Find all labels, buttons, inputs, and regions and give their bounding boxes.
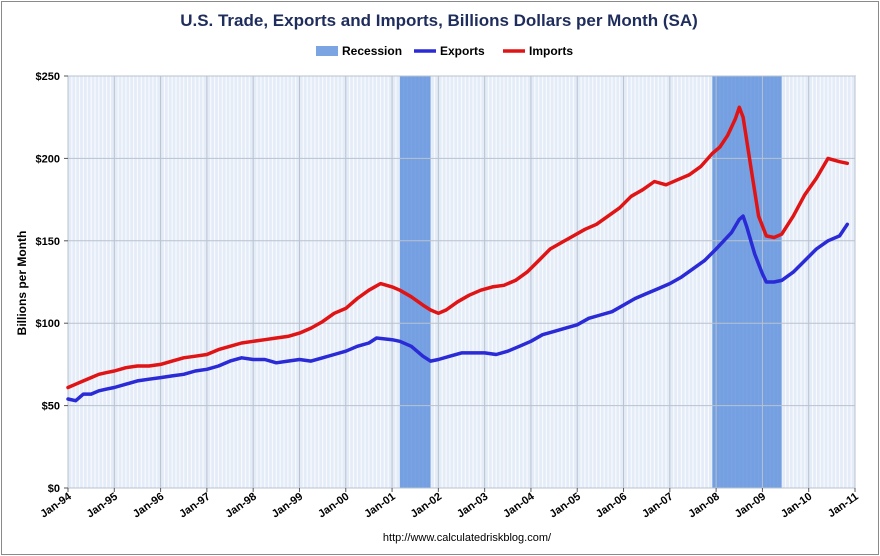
series-line-exports [66,214,850,403]
y-axis-label: Billions per Month [15,231,29,336]
source-url: http://www.calculatedriskblog.com/ [383,532,552,544]
legend-label-imports: Imports [529,44,573,58]
series-lines [66,105,850,403]
y-tick-label: $150 [36,236,60,248]
x-tick-label: Jan-10 [779,491,814,521]
x-tick-label: Jan-96 [131,491,166,521]
recession-band [399,76,431,488]
x-tick-label: Jan-04 [501,490,537,520]
series-line-imports [66,105,850,390]
y-axis: $0 $50 $100 $150 $200 $250 [36,71,68,495]
x-tick-label: Jan-05 [548,491,583,521]
x-tick-label: Jan-02 [409,491,444,521]
y-tick-label: $100 [36,318,60,330]
legend-label-recession: Recession [342,44,402,58]
x-tick-label: Jan-99 [270,491,305,521]
y-tick-label: $200 [36,153,60,165]
x-tick-label: Jan-01 [362,491,397,521]
x-tick-label: Jan-00 [316,491,351,521]
y-tick-label: $0 [48,483,60,495]
minor-gridlines [71,76,852,488]
x-tick-label: Jan-06 [594,491,629,521]
x-tick-label: Jan-03 [455,491,490,521]
major-gridlines [67,75,856,489]
legend-label-exports: Exports [440,44,485,58]
x-tick-label: Jan-98 [223,491,258,521]
x-axis: Jan-94 Jan-95 Jan-96 Jan-97 Jan-98 Jan-99 Jan-… [38,488,861,521]
y-tick-label: $250 [36,71,60,83]
x-tick-label: Jan-09 [733,491,768,521]
x-tick-label: Jan-11 [826,491,861,520]
x-tick-label: Jan-95 [85,491,120,521]
x-tick-label: Jan-07 [640,491,675,521]
chart-title: U.S. Trade, Exports and Imports, Billion… [180,11,698,30]
legend-swatch-recession [316,46,338,56]
legend: Recession Exports Imports [316,44,573,58]
x-tick-label: Jan-08 [686,491,721,521]
x-tick-label: Jan-97 [177,491,212,521]
y-tick-label: $50 [42,401,60,413]
